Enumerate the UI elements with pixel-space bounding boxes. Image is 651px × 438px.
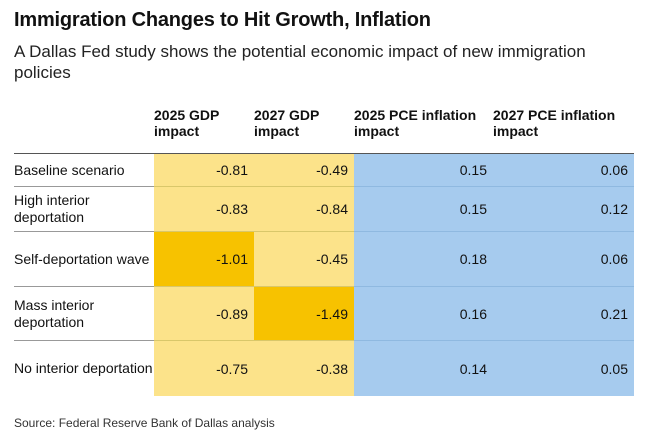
table-cell: -0.84 [254, 187, 354, 232]
source-note: Source: Federal Reserve Bank of Dallas a… [14, 416, 275, 430]
row-label: Baseline scenario [14, 154, 154, 187]
table-cell: 0.05 [493, 341, 634, 396]
column-header: 2027 GDP impact [254, 103, 354, 154]
row-label: High interior deportation [14, 187, 154, 232]
table-cell: 0.16 [354, 287, 493, 341]
table-cell: 0.12 [493, 187, 634, 232]
column-header: 2027 PCE inflation impact [493, 103, 634, 154]
table-cell: -0.81 [154, 154, 254, 187]
table-cell: -0.75 [154, 341, 254, 396]
table-cell: -0.38 [254, 341, 354, 396]
row-label: Self-deportation wave [14, 232, 154, 287]
table-cell: 0.06 [493, 232, 634, 287]
data-table: 2025 GDP impact 2027 GDP impact 2025 PCE i… [14, 103, 634, 396]
chart-subtitle: A Dallas Fed study shows the potential e… [14, 42, 586, 82]
table-cell: -0.49 [254, 154, 354, 187]
table-cell: 0.21 [493, 287, 634, 341]
chart-title: Immigration Changes to Hit Growth, Infla… [14, 9, 431, 31]
table-cell: 0.15 [354, 154, 493, 187]
table-cell: 0.14 [354, 341, 493, 396]
table-cell: -0.83 [154, 187, 254, 232]
column-header: 2025 PCE inflation impact [354, 103, 493, 154]
column-header: 2025 GDP impact [154, 103, 254, 154]
table-cell: -0.45 [254, 232, 354, 287]
header-blank [14, 103, 154, 154]
table-cell: -0.89 [154, 287, 254, 341]
table-cell: -1.49 [254, 287, 354, 341]
table-cell: 0.15 [354, 187, 493, 232]
row-label: Mass interior deportation [14, 287, 154, 341]
row-label: No interior deportation [14, 360, 153, 376]
table-cell: 0.06 [493, 154, 634, 187]
table-cell: 0.18 [354, 232, 493, 287]
table-cell: -1.01 [154, 232, 254, 287]
